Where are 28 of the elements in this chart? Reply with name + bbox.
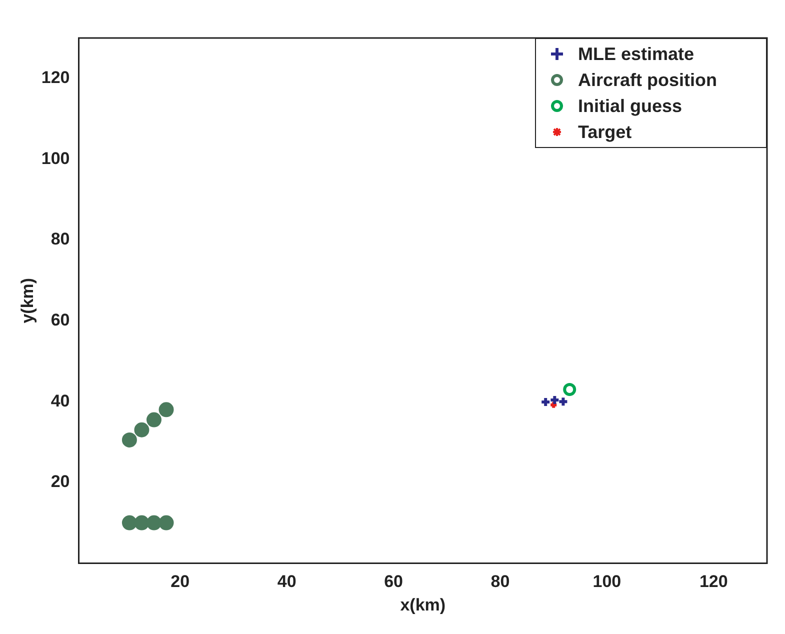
legend-label: Initial guess [578, 95, 682, 118]
x-tick-label: 80 [490, 572, 510, 592]
x-tick-label: 40 [277, 572, 296, 592]
y-tick-label: 20 [50, 472, 70, 492]
point [134, 422, 150, 438]
legend-label: Aircraft position [578, 69, 718, 92]
point [122, 515, 137, 530]
legend-label: Target [578, 121, 632, 144]
point [158, 402, 174, 418]
point [558, 396, 569, 408]
legend-label: MLE estimate [578, 43, 694, 66]
point [134, 515, 150, 530]
point [146, 412, 162, 428]
y-tick-label: 40 [50, 391, 70, 410]
x-tick-label: 20 [170, 572, 190, 592]
y-tick-label: 60 [50, 310, 70, 330]
x-tick-label: 60 [384, 572, 403, 592]
y-tick-label: 120 [41, 68, 70, 88]
y-tick-label: 80 [50, 230, 70, 249]
y-tick-label: 100 [41, 148, 70, 168]
point [158, 515, 174, 530]
point [146, 515, 162, 530]
x-tick-label: 120 [699, 572, 728, 592]
y-axis-title: y(km) [18, 278, 37, 324]
point [122, 432, 137, 448]
x-axis-title: x(km) [400, 595, 446, 614]
x-tick-label: 100 [592, 572, 622, 592]
point [563, 382, 576, 396]
